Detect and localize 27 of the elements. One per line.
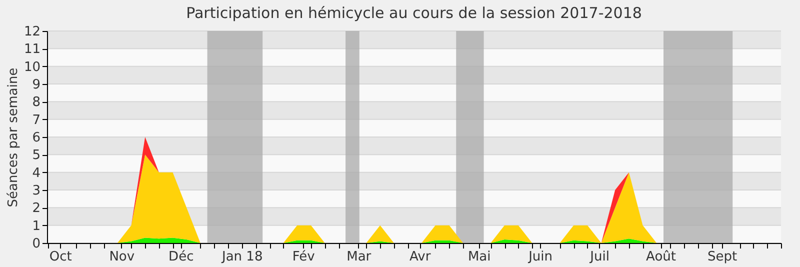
- x-tick-label: Sept: [707, 250, 738, 264]
- chart-title: Participation en hémicycle au cours de la session 2017-2018: [186, 4, 642, 22]
- x-tick-label: Mar: [346, 250, 372, 264]
- y-tick-label: 7: [32, 112, 40, 128]
- y-tick-label: 8: [32, 95, 40, 110]
- x-tick-label: Juil: [589, 250, 610, 264]
- y-tick-label: 10: [24, 60, 40, 75]
- x-tick-label: Avr: [410, 250, 432, 264]
- y-tick-label: 4: [32, 166, 40, 181]
- y-tick-label: 3: [32, 184, 40, 198]
- x-tick-label: Nov: [109, 250, 135, 264]
- x-tick-label: Fév: [292, 250, 316, 264]
- y-tick-label: 11: [24, 42, 40, 58]
- y-tick-label: 0: [32, 236, 40, 252]
- x-tick-label: Jan 18: [220, 250, 263, 264]
- y-tick-label: 1: [32, 218, 40, 234]
- y-axis-title: Séances par semaine: [6, 68, 21, 208]
- y-tick-label: 5: [32, 148, 40, 164]
- x-tick-label: Déc: [168, 250, 194, 264]
- x-tick-label: Août: [646, 250, 676, 264]
- y-tick-label: 2: [32, 201, 40, 216]
- x-tick-label: Juin: [528, 250, 553, 264]
- y-tick-label: 6: [32, 130, 40, 146]
- y-tick-label: 12: [24, 24, 40, 40]
- x-tick-label: Oct: [49, 250, 72, 264]
- x-tick-label: Mai: [468, 250, 491, 264]
- y-tick-label: 9: [32, 78, 40, 92]
